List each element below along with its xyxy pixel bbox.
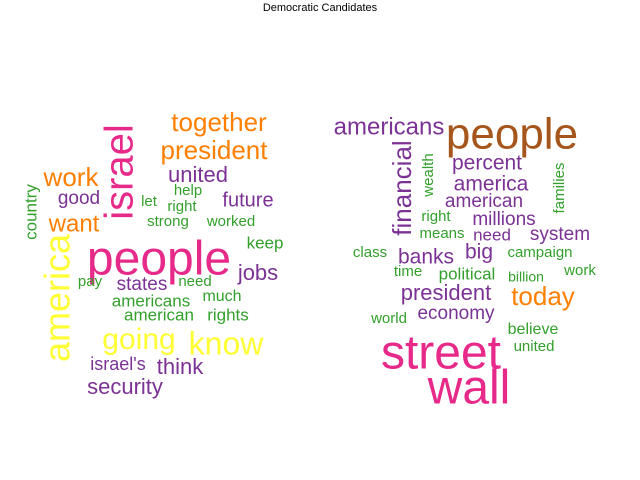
word-1-america: america bbox=[37, 233, 78, 362]
word-1-country: country bbox=[21, 184, 40, 240]
word-1-think: think bbox=[157, 354, 204, 379]
word-2-work: work bbox=[563, 262, 596, 279]
word-1-keep: keep bbox=[247, 233, 284, 252]
word-2-billion: billion bbox=[508, 269, 544, 285]
word-1-states: states bbox=[117, 274, 168, 295]
word-1-jobs: jobs bbox=[237, 260, 278, 285]
word-1-united: united bbox=[168, 162, 228, 187]
chart-title: Democratic Candidates bbox=[262, 2, 378, 14]
word-1-future: future bbox=[222, 189, 273, 211]
word-2-president: president bbox=[401, 280, 492, 305]
word-1-help: help bbox=[174, 182, 202, 199]
word-2-percent: percent bbox=[452, 152, 522, 175]
word-1-right: right bbox=[167, 198, 197, 215]
word-1-want: want bbox=[48, 210, 100, 237]
word-1-together: together bbox=[171, 107, 267, 137]
word-2-financial: financial bbox=[387, 140, 417, 235]
word-1-pay: pay bbox=[78, 273, 103, 290]
word-1-rights: rights bbox=[207, 305, 249, 324]
word-1-much: much bbox=[202, 288, 241, 305]
word-2-big: big bbox=[465, 241, 493, 264]
word-2-millions: millions bbox=[472, 209, 535, 230]
word-2-time: time bbox=[394, 263, 422, 280]
word-1-strong: strong bbox=[147, 213, 189, 230]
word-2-need: need bbox=[473, 225, 511, 244]
word-1-work: work bbox=[43, 162, 100, 192]
word-2-wall: wall bbox=[427, 362, 511, 415]
word-1-security: security bbox=[87, 374, 163, 399]
word-2-americans: americans bbox=[334, 113, 445, 140]
word-2-people: people bbox=[446, 110, 578, 159]
word-2-wealth: wealth bbox=[420, 153, 437, 197]
word-2-right: right bbox=[421, 208, 451, 225]
word-2-means: means bbox=[419, 225, 464, 242]
word-cloud-1: people israel america know going togetherpres… bbox=[21, 107, 283, 399]
word-1-people: people bbox=[87, 233, 231, 286]
word-1-worked: worked bbox=[206, 213, 255, 230]
word-2-class: class bbox=[353, 244, 387, 261]
word-1-americans: americans bbox=[112, 291, 190, 310]
word-2-street: street bbox=[381, 327, 501, 380]
word-2-banks: banks bbox=[398, 246, 454, 269]
word-1-know: know bbox=[189, 325, 265, 361]
word-1-american: american bbox=[124, 305, 194, 324]
word-1-president: president bbox=[161, 135, 269, 165]
word-2-american: american bbox=[445, 191, 523, 212]
word-2-world: world bbox=[370, 310, 407, 327]
word-1-let: let bbox=[141, 193, 158, 210]
word-1-israel: israel bbox=[98, 124, 142, 220]
word-1-need: need bbox=[178, 273, 211, 290]
word-1-going: going bbox=[102, 323, 175, 356]
word-2-system: system bbox=[530, 224, 590, 245]
word-2-political: political bbox=[439, 264, 496, 283]
word-2-united: united bbox=[514, 338, 555, 355]
word-2-families: families bbox=[551, 163, 568, 214]
word-1-good: good bbox=[58, 188, 100, 209]
word-cloud-2: streetwallpeoplefinancialamericanstodayp… bbox=[334, 110, 597, 415]
word-2-today: today bbox=[511, 281, 575, 311]
word-2-america: america bbox=[454, 173, 529, 196]
word-2-economy: economy bbox=[417, 303, 495, 324]
word-2-believe: believe bbox=[508, 321, 559, 338]
word-1-israel-s: israel's bbox=[90, 354, 145, 374]
word-2-campaign: campaign bbox=[507, 244, 572, 261]
